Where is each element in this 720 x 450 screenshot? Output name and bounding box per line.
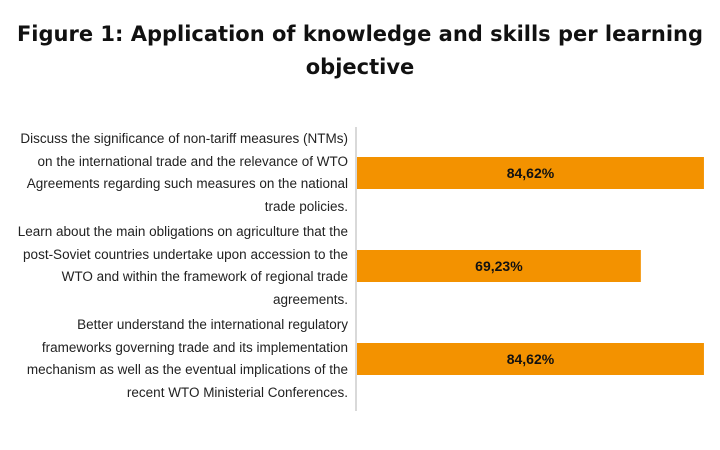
category-label: Learn about the main obligations on agri… [17,224,348,307]
bar [357,157,704,189]
category-label: Better understand the international regu… [26,317,348,400]
category-label: Discuss the significance of non-tariff m… [20,131,348,214]
chart-title: Figure 1: Application of knowledge and s… [16,22,704,79]
data-label: 84,62% [507,351,555,367]
data-label: 69,23% [475,258,523,274]
bar [357,343,704,375]
bar [357,250,641,282]
data-label: 84,62% [507,165,555,181]
